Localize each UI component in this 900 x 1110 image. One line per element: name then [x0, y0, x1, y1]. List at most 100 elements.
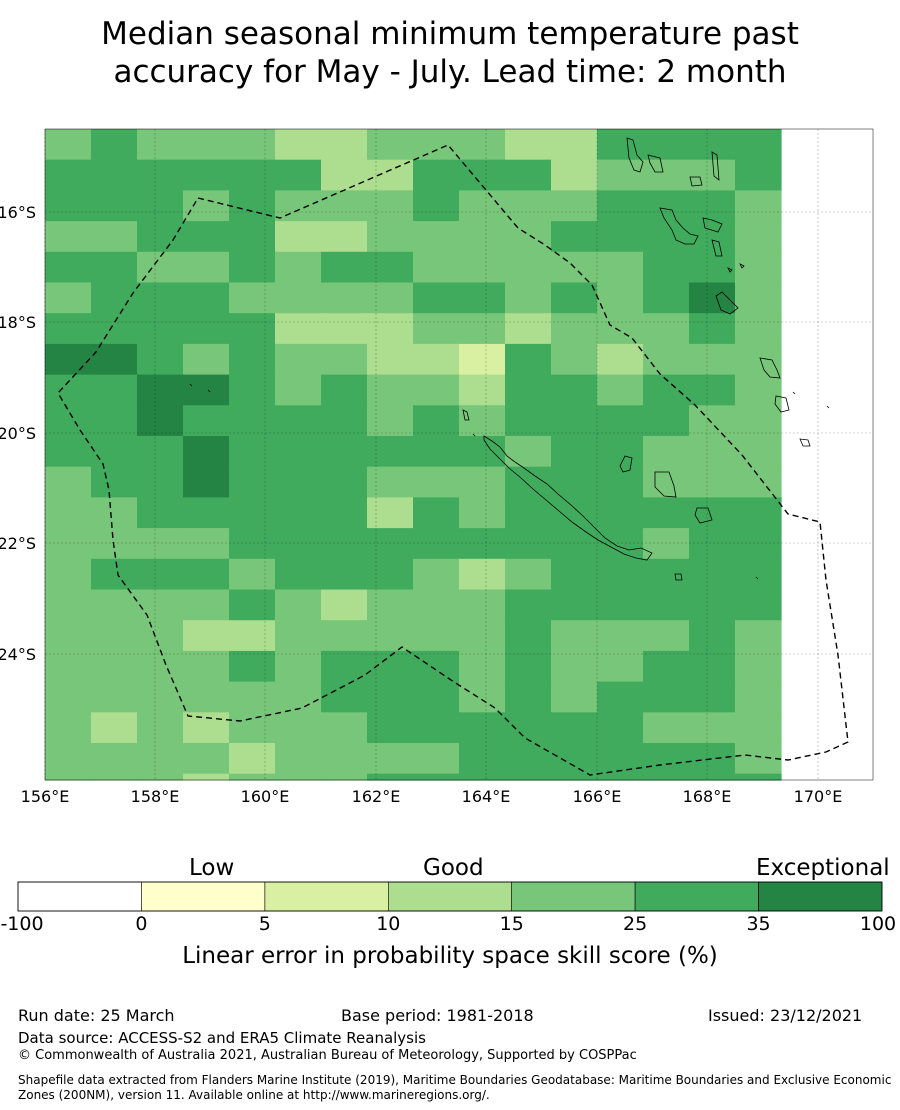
- grid-cell: [229, 343, 276, 376]
- grid-cell: [413, 313, 460, 345]
- grid-cell: [229, 466, 276, 498]
- grid-cell: [643, 620, 690, 652]
- grid-cell: [321, 221, 368, 253]
- grid-cell: [735, 712, 782, 744]
- grid-cell: [321, 405, 368, 437]
- latitude-label: 16°S: [0, 203, 36, 222]
- grid-cell: [643, 528, 690, 560]
- grid-cell: [551, 436, 598, 468]
- grid-cell: [229, 129, 276, 161]
- colorbar-swatch: [511, 881, 636, 912]
- grid-cell: [321, 712, 368, 744]
- latitude-label: 18°S: [0, 313, 36, 332]
- grid-cell: [597, 221, 644, 253]
- grid-cell: [275, 743, 322, 775]
- grid-cell: [275, 374, 322, 406]
- grid-cell: [505, 129, 552, 161]
- grid-cell: [321, 129, 368, 161]
- grid-cell: [91, 221, 138, 253]
- grid-cell: [183, 343, 230, 376]
- grid-cell: [321, 159, 368, 191]
- grid-cell: [643, 650, 690, 683]
- shapefile-credit: Shapefile data extracted from Flanders M…: [18, 1073, 892, 1102]
- grid-cell: [183, 528, 230, 560]
- grid-cell: [137, 650, 184, 683]
- grid-cell: [45, 159, 92, 191]
- grid-cell: [505, 589, 552, 621]
- grid-cell: [551, 221, 598, 253]
- grid-cell: [45, 282, 92, 314]
- grid-cell: [275, 497, 322, 529]
- grid-cell: [735, 773, 782, 781]
- grid-cell: [459, 620, 506, 652]
- longitude-label: 162°E: [352, 787, 401, 806]
- grid-cell: [137, 712, 184, 744]
- grid-cell: [689, 221, 736, 253]
- grid-cell: [137, 681, 184, 713]
- grid-cell: [91, 650, 138, 683]
- grid-cell: [735, 466, 782, 498]
- colorbar-tick-label: 15: [499, 913, 524, 935]
- grid-cell: [229, 374, 276, 406]
- colorbar-label: Linear error in probability space skill …: [182, 943, 718, 969]
- grid-cell: [551, 159, 598, 191]
- grid-cell: [735, 436, 782, 468]
- grid-cell: [367, 712, 414, 744]
- longitude-labels: 156°E 158°E 160°E 162°E 164°E 166°E 168°E 170°E: [21, 787, 843, 806]
- grid-cell: [91, 558, 138, 591]
- grid-cell: [229, 620, 276, 652]
- grid-cell: [137, 221, 184, 253]
- grid-cell: [137, 743, 184, 775]
- grid-cell: [597, 681, 644, 713]
- grid-cell: [505, 528, 552, 560]
- colorbar-tick-label: 100: [859, 913, 897, 935]
- grid-cell: [735, 681, 782, 713]
- grid-cell: [321, 251, 368, 284]
- grid-cell: [459, 681, 506, 713]
- grid-cell: [367, 343, 414, 376]
- grid-cell: [413, 528, 460, 560]
- grid-cell: [45, 497, 92, 529]
- grid-cell: [459, 374, 506, 406]
- grid-cell: [689, 681, 736, 713]
- grid-cell: [597, 343, 644, 376]
- grid-cell: [505, 712, 552, 744]
- grid-cell: [459, 190, 506, 222]
- grid-cell: [183, 190, 230, 222]
- small-islands: [189, 263, 830, 581]
- grid-cell: [413, 773, 460, 781]
- grid-cell: [137, 528, 184, 560]
- grid-cell: [597, 743, 644, 775]
- grid-cell: [597, 374, 644, 406]
- grid-cell: [505, 436, 552, 468]
- grid-cell: [229, 681, 276, 713]
- colorbar-tick-label: 5: [258, 913, 271, 935]
- colorbar-swatch: [758, 881, 883, 912]
- new-caledonia-coast: [483, 435, 653, 561]
- grid-cell: [321, 743, 368, 775]
- grid-cell: [45, 221, 92, 253]
- colorbar-swatch: [387, 881, 512, 912]
- grid-cell: [597, 190, 644, 222]
- grid-cell: [275, 313, 322, 345]
- grid-cell: [413, 221, 460, 253]
- grid-cell: [321, 620, 368, 652]
- grid-cell: [551, 589, 598, 621]
- grid-cell: [229, 405, 276, 437]
- grid-cell: [275, 343, 322, 376]
- grid-cell: [597, 466, 644, 498]
- grid-cell: [505, 743, 552, 775]
- grid-cell: [459, 589, 506, 621]
- grid-cell: [45, 129, 92, 161]
- grid-cell: [689, 343, 736, 376]
- grid-cell: [597, 405, 644, 437]
- grid-cell: [505, 190, 552, 222]
- grid-cell: [643, 558, 690, 591]
- grid-cell: [735, 589, 782, 621]
- grid-cell: [735, 497, 782, 529]
- grid-cell: [597, 650, 644, 683]
- grid-cell: [551, 190, 598, 222]
- grid-cell: [45, 190, 92, 222]
- grid-cell: [275, 436, 322, 468]
